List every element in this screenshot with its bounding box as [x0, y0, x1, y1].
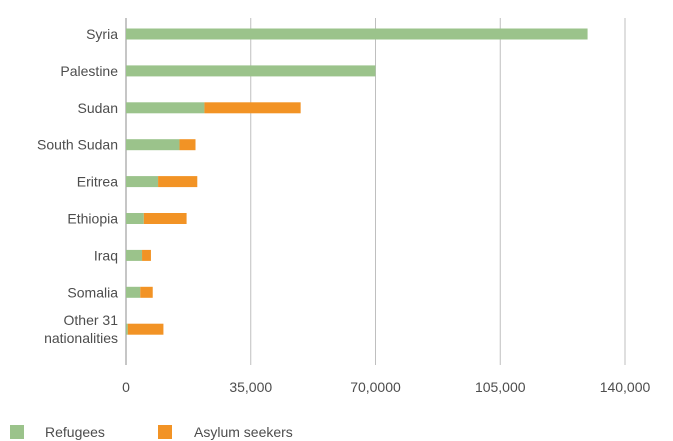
bar-segment-asylum-seekers — [158, 176, 198, 188]
category-label: Eritrea — [77, 174, 118, 190]
bar-segment-refugees — [126, 65, 376, 77]
bar-segment-refugees — [126, 176, 159, 188]
bar-segment-refugees — [126, 28, 588, 40]
bar-segment-asylum-seekers — [140, 286, 153, 298]
category-label: Iraq — [94, 247, 118, 263]
category-label: Somalia — [67, 284, 118, 300]
category-label: Palestine — [60, 63, 118, 79]
x-tick-label: 35,000 — [229, 379, 272, 395]
bar-segment-refugees — [126, 102, 205, 114]
bar-segment-refugees — [126, 286, 141, 298]
bar-segment-refugees — [126, 213, 144, 224]
category-labels: Syria Palestine Sudan South Sudan Eritrea Eth… — [37, 26, 118, 346]
x-axis-tick-labels: 0 35,000 70,0000 105,000 140,000 — [122, 379, 650, 395]
bar-segment-asylum-seekers — [127, 323, 164, 335]
x-tick-label: 0 — [122, 379, 130, 395]
category-label: Ethiopia — [67, 211, 118, 227]
legend-label-refugees: Refugees — [45, 424, 105, 440]
legend-swatch-refugees — [10, 425, 24, 439]
bar-segment-refugees — [126, 139, 180, 151]
category-label: Sudan — [78, 100, 118, 116]
legend-label-asylum-seekers: Asylum seekers — [194, 424, 293, 440]
bar-segment-asylum-seekers — [142, 249, 151, 261]
bar-segment-refugees — [126, 323, 128, 335]
bar-segment-refugees — [126, 249, 143, 261]
x-tick-label: 140,000 — [600, 379, 651, 395]
x-tick-label: 70,0000 — [350, 379, 401, 395]
bar-segment-asylum-seekers — [204, 102, 301, 114]
category-label: Syria — [86, 26, 118, 42]
bar-segment-asylum-seekers — [143, 213, 187, 224]
category-label: Other 31 nationalities — [44, 312, 118, 346]
legend: Refugees Asylum seekers — [10, 424, 293, 440]
legend-swatch-asylum-seekers — [158, 425, 172, 439]
x-tick-label: 105,000 — [475, 379, 526, 395]
category-label: South Sudan — [37, 137, 118, 153]
bar-segment-asylum-seekers — [179, 139, 196, 151]
bars — [126, 28, 588, 335]
